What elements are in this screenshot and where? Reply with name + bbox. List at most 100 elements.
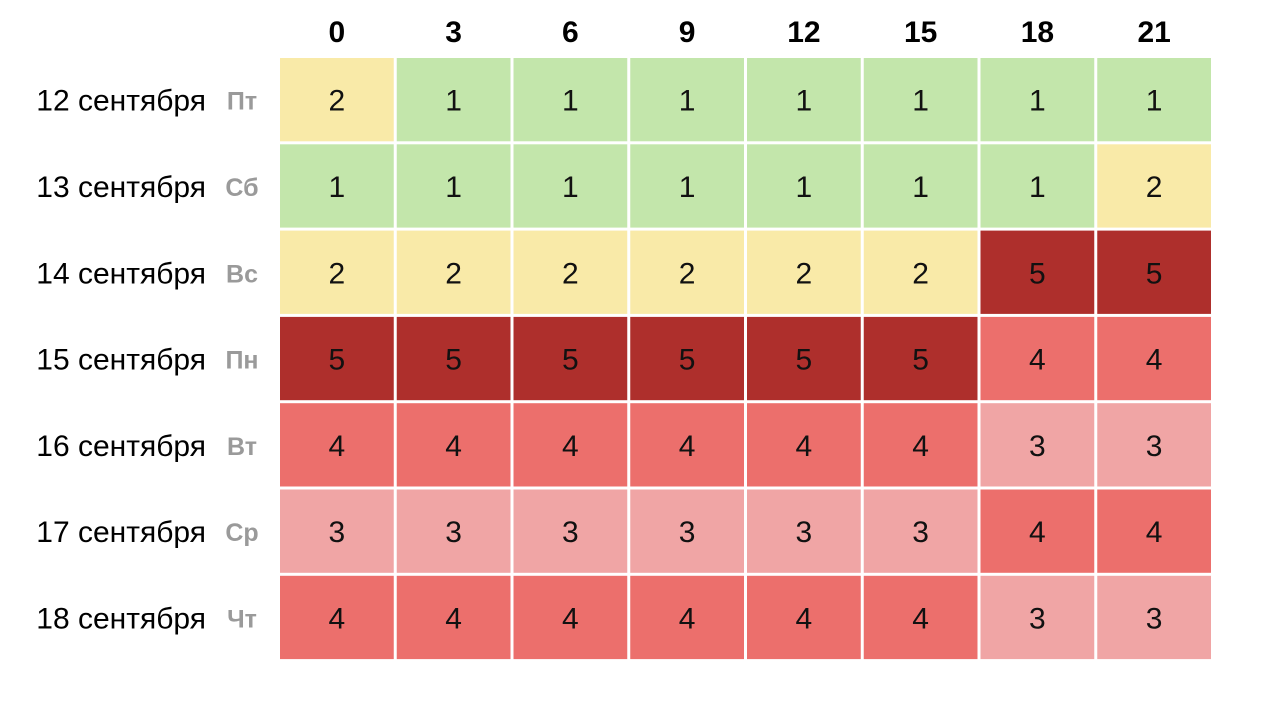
cell-value: 4 xyxy=(679,602,696,635)
heatmap-cell xyxy=(396,58,511,142)
cell-value: 4 xyxy=(445,602,462,635)
heatmap-cell xyxy=(280,58,394,142)
cell-value: 1 xyxy=(679,171,696,204)
date-label: 15 сентября xyxy=(36,344,206,377)
heatmap-cell xyxy=(280,316,394,401)
date-label: 16 сентября xyxy=(36,430,206,463)
heatmap-cell xyxy=(513,316,628,401)
heatmap-cell xyxy=(1097,230,1211,314)
heatmap-cell xyxy=(630,575,744,660)
heatmap-cell xyxy=(863,144,978,228)
heatmap-cell xyxy=(513,230,628,314)
cell-value: 4 xyxy=(329,430,346,463)
heatmap-grid: 2 1 1 1 1 1 1 1 1 1 1 1 1 1 1 2 2 2 2 2 2 2 5 5 5 5 5 5 5 5 4 4 4 4 4 4 4 4 3 3… xyxy=(280,58,1211,660)
heatmap-cell xyxy=(280,489,394,573)
cell-value: 2 xyxy=(1146,171,1163,204)
cell-value: 3 xyxy=(1146,430,1163,463)
heatmap-cell xyxy=(863,403,978,487)
heatmap-cell xyxy=(280,230,394,314)
heatmap-cell xyxy=(396,489,511,573)
heatmap-cell xyxy=(980,144,1095,228)
heatmap-cell xyxy=(980,230,1095,314)
heatmap-cell xyxy=(1097,489,1211,573)
cell-value: 1 xyxy=(562,171,579,204)
date-axis: 12 сентября Пт 13 сентября Сб 14 сентября Вс 1… xyxy=(36,85,258,636)
heatmap-cell xyxy=(396,316,511,401)
heatmap-cell xyxy=(980,316,1095,401)
heatmap-cell xyxy=(630,230,744,314)
heatmap-cell xyxy=(863,316,978,401)
heatmap-cell xyxy=(630,58,744,142)
cell-value: 3 xyxy=(445,516,462,549)
cell-value: 4 xyxy=(912,430,929,463)
cell-value: 2 xyxy=(796,257,813,290)
heatmap-cell xyxy=(280,403,394,487)
heatmap-cell xyxy=(630,316,744,401)
cell-value: 3 xyxy=(1146,602,1163,635)
heatmap-cell xyxy=(747,489,861,573)
cell-value: 4 xyxy=(1029,344,1046,377)
heatmap-cell xyxy=(980,489,1095,573)
heatmap-cell xyxy=(1097,58,1211,142)
heatmap-cell xyxy=(513,575,628,660)
cell-value: 2 xyxy=(329,257,346,290)
weekday-label: Чт xyxy=(227,605,257,633)
heatmap-cell xyxy=(1097,316,1211,401)
heatmap-cell xyxy=(513,403,628,487)
cell-value: 1 xyxy=(562,85,579,118)
cell-value: 3 xyxy=(562,516,579,549)
cell-value: 4 xyxy=(1146,516,1163,549)
cell-value: 2 xyxy=(562,257,579,290)
heatmap-cell xyxy=(280,575,394,660)
cell-value: 5 xyxy=(445,344,462,377)
hour-label: 12 xyxy=(787,16,820,49)
heatmap-cell xyxy=(396,575,511,660)
cell-value: 2 xyxy=(912,257,929,290)
heatmap-cell xyxy=(747,58,861,142)
date-label: 13 сентября xyxy=(36,171,206,204)
weekday-label: Ср xyxy=(225,519,258,547)
cell-value: 1 xyxy=(1029,85,1046,118)
date-label: 18 сентября xyxy=(36,602,206,635)
heatmap-cell xyxy=(1097,575,1211,660)
heatmap-cell xyxy=(980,58,1095,142)
weekday-label: Вт xyxy=(227,433,257,461)
heatmap-cell xyxy=(396,403,511,487)
weekday-label: Вс xyxy=(226,260,258,288)
cell-value: 3 xyxy=(796,516,813,549)
cell-value: 3 xyxy=(1029,430,1046,463)
hour-axis: 0 3 6 9 12 15 18 21 xyxy=(329,16,1171,49)
cell-value: 4 xyxy=(796,430,813,463)
cell-value: 4 xyxy=(562,602,579,635)
cell-value: 1 xyxy=(445,85,462,118)
cell-value: 4 xyxy=(912,602,929,635)
cell-value: 1 xyxy=(445,171,462,204)
cell-value: 1 xyxy=(796,85,813,118)
date-label: 14 сентября xyxy=(36,257,206,290)
cell-value: 4 xyxy=(679,430,696,463)
hour-label: 0 xyxy=(329,16,346,49)
hour-label: 3 xyxy=(445,16,462,49)
cell-value: 5 xyxy=(329,344,346,377)
heatmap-cell xyxy=(630,403,744,487)
heatmap-cell xyxy=(863,489,978,573)
cell-value: 4 xyxy=(329,602,346,635)
cell-value: 2 xyxy=(679,257,696,290)
cell-value: 1 xyxy=(796,171,813,204)
hour-label: 18 xyxy=(1021,16,1054,49)
heatmap-cell xyxy=(280,144,394,228)
cell-value: 5 xyxy=(1146,257,1163,290)
heatmap-cell xyxy=(980,575,1095,660)
cell-value: 5 xyxy=(679,344,696,377)
cell-value: 3 xyxy=(329,516,346,549)
date-label: 17 сентября xyxy=(36,516,206,549)
heatmap-cell xyxy=(863,575,978,660)
heatmap-cell xyxy=(1097,144,1211,228)
weekday-label: Пн xyxy=(225,347,258,375)
cell-value: 3 xyxy=(912,516,929,549)
heatmap-cell xyxy=(747,403,861,487)
heatmap-cell xyxy=(396,144,511,228)
heatmap-cell xyxy=(863,230,978,314)
hour-label: 15 xyxy=(904,16,937,49)
cell-value: 1 xyxy=(679,85,696,118)
